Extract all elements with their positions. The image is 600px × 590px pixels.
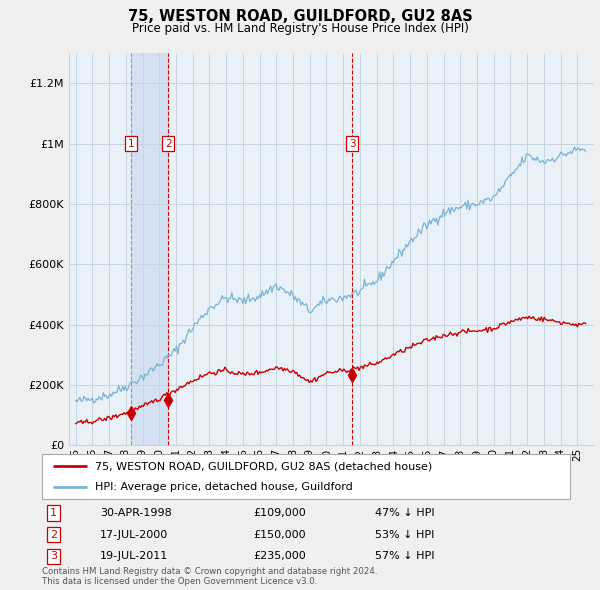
Text: 2: 2 — [165, 139, 172, 149]
Text: £150,000: £150,000 — [253, 530, 306, 539]
Text: 3: 3 — [349, 139, 356, 149]
Text: 57% ↓ HPI: 57% ↓ HPI — [374, 551, 434, 561]
Text: 3: 3 — [50, 551, 57, 561]
Text: Contains HM Land Registry data © Crown copyright and database right 2024.: Contains HM Land Registry data © Crown c… — [42, 567, 377, 576]
Text: HPI: Average price, detached house, Guildford: HPI: Average price, detached house, Guil… — [95, 481, 353, 491]
Text: 19-JUL-2011: 19-JUL-2011 — [100, 551, 169, 561]
Text: 1: 1 — [50, 508, 57, 518]
Text: This data is licensed under the Open Government Licence v3.0.: This data is licensed under the Open Gov… — [42, 577, 317, 586]
Text: 1: 1 — [128, 139, 134, 149]
Text: 17-JUL-2000: 17-JUL-2000 — [100, 530, 169, 539]
Text: 75, WESTON ROAD, GUILDFORD, GU2 8AS: 75, WESTON ROAD, GUILDFORD, GU2 8AS — [128, 9, 472, 24]
Text: £235,000: £235,000 — [253, 551, 306, 561]
Text: £109,000: £109,000 — [253, 508, 306, 518]
Text: 75, WESTON ROAD, GUILDFORD, GU2 8AS (detached house): 75, WESTON ROAD, GUILDFORD, GU2 8AS (det… — [95, 461, 432, 471]
Text: Price paid vs. HM Land Registry's House Price Index (HPI): Price paid vs. HM Land Registry's House … — [131, 22, 469, 35]
Text: 47% ↓ HPI: 47% ↓ HPI — [374, 508, 434, 518]
Bar — [131, 53, 169, 445]
Text: 2: 2 — [50, 530, 57, 539]
Text: 30-APR-1998: 30-APR-1998 — [100, 508, 172, 518]
Text: 53% ↓ HPI: 53% ↓ HPI — [374, 530, 434, 539]
